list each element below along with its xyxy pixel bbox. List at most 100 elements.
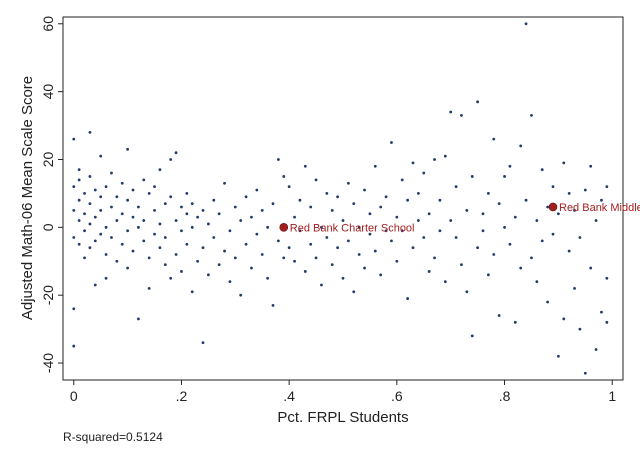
- y-tick-label: 0: [40, 223, 56, 231]
- data-point: [260, 208, 264, 212]
- data-point: [212, 236, 216, 239]
- data-point: [460, 113, 463, 117]
- data-points: [72, 22, 609, 375]
- data-point: [309, 242, 313, 246]
- data-point: [465, 208, 469, 212]
- data-point: [136, 317, 140, 321]
- data-point: [465, 290, 469, 294]
- data-point: [298, 198, 302, 202]
- data-point: [83, 229, 86, 233]
- data-point: [513, 215, 517, 219]
- data-point: [72, 185, 76, 189]
- data-point: [486, 273, 490, 277]
- data-point: [212, 198, 216, 202]
- data-point: [153, 185, 156, 189]
- data-point: [411, 161, 415, 165]
- data-point: [556, 354, 560, 358]
- data-point: [104, 276, 108, 280]
- data-point: [460, 263, 463, 267]
- data-point: [325, 192, 329, 195]
- data-point: [163, 263, 167, 267]
- data-point: [503, 225, 506, 229]
- data-point: [77, 178, 81, 182]
- data-point: [88, 175, 92, 178]
- data-point: [88, 202, 92, 205]
- highlight-points: Red Bank Charter School Red Bank Middle: [279, 202, 640, 234]
- x-tick-label: 0: [70, 388, 78, 404]
- data-point: [131, 249, 135, 253]
- data-point: [384, 229, 388, 233]
- data-point: [416, 219, 420, 222]
- data-point: [131, 188, 135, 192]
- data-point: [233, 205, 237, 209]
- data-point: [260, 253, 264, 256]
- data-point: [600, 310, 603, 314]
- data-point: [147, 192, 151, 195]
- data-point: [352, 202, 356, 205]
- data-point: [600, 198, 603, 202]
- data-point: [115, 219, 119, 222]
- data-point: [443, 154, 447, 158]
- data-point: [530, 113, 533, 117]
- data-point: [147, 256, 151, 260]
- data-point: [556, 212, 560, 216]
- data-point: [320, 225, 323, 229]
- data-point: [346, 239, 350, 243]
- data-point: [503, 175, 506, 178]
- data-point: [330, 263, 334, 267]
- data-point: [325, 236, 329, 239]
- data-point: [115, 195, 119, 199]
- data-point: [136, 205, 140, 209]
- data-point: [449, 219, 453, 222]
- data-point: [567, 192, 571, 195]
- data-point: [438, 198, 442, 202]
- data-point: [346, 181, 350, 185]
- data-point: [535, 280, 539, 284]
- data-point: [330, 208, 334, 212]
- data-point: [93, 188, 97, 192]
- data-point: [153, 208, 156, 212]
- data-point: [126, 147, 130, 151]
- data-point: [605, 276, 609, 280]
- data-point: [239, 293, 243, 297]
- data-point: [476, 246, 480, 250]
- data-point: [250, 215, 253, 219]
- x-tick-label: .2: [176, 388, 188, 404]
- data-point: [589, 164, 593, 168]
- data-point: [250, 266, 253, 270]
- data-point: [530, 256, 533, 260]
- data-point: [169, 195, 173, 199]
- data-point: [406, 198, 410, 202]
- data-point: [83, 192, 86, 195]
- data-point: [174, 151, 178, 155]
- data-point: [77, 198, 81, 202]
- data-point: [99, 232, 103, 236]
- data-point: [255, 232, 259, 236]
- data-point: [142, 178, 146, 182]
- data-point: [293, 259, 296, 263]
- plot-area: [62, 16, 624, 381]
- data-point: [492, 253, 496, 256]
- data-point: [416, 192, 420, 195]
- data-point: [169, 158, 173, 161]
- data-point: [239, 219, 243, 222]
- data-point: [190, 202, 194, 205]
- data-point: [486, 192, 490, 195]
- data-point: [519, 266, 523, 270]
- data-point: [492, 137, 496, 141]
- highlight-label: Red Bank Middle: [559, 202, 640, 214]
- data-point: [497, 314, 501, 317]
- data-point: [497, 202, 501, 205]
- data-point: [519, 144, 523, 148]
- data-point: [594, 348, 598, 351]
- data-point: [373, 249, 377, 253]
- y-tick-label: 20: [40, 151, 56, 167]
- data-point: [363, 266, 366, 270]
- data-point: [303, 164, 307, 168]
- r-squared-note: R-squared=0.5124: [63, 430, 163, 444]
- highlight-label: Red Bank Charter School: [290, 222, 415, 234]
- data-point: [524, 198, 528, 202]
- data-point: [72, 137, 76, 141]
